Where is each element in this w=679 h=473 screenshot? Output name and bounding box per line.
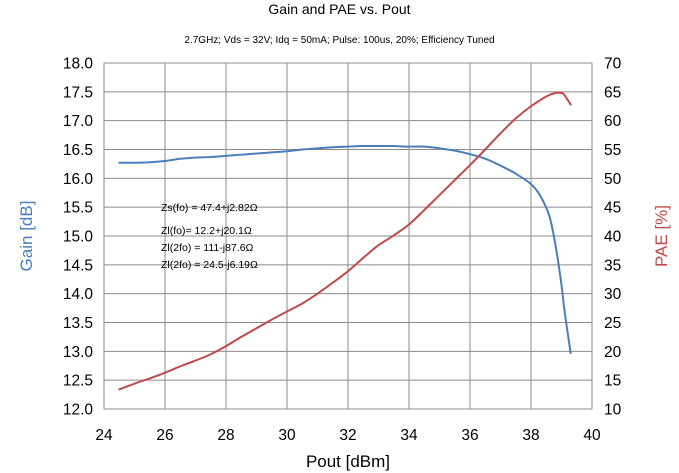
y-right-tick-label: 40	[604, 229, 622, 246]
x-tick-label: 28	[217, 427, 234, 444]
x-tick-label: 30	[278, 427, 296, 444]
y-left-tick-label: 13.0	[63, 344, 94, 361]
y-left-tick-label: 17.0	[63, 113, 94, 130]
x-tick-label: 38	[522, 427, 539, 444]
y-right-tick-label: 55	[604, 142, 621, 159]
x-tick-label: 34	[400, 427, 418, 444]
y-right-tick-label: 25	[604, 315, 621, 332]
y-right-tick-label: 15	[604, 373, 621, 390]
y-right-tick-label: 50	[604, 171, 622, 188]
x-axis-label: Pout [dBm]	[306, 452, 390, 471]
y-left-tick-label: 14.5	[63, 257, 93, 274]
chart-subtitle: 2.7GHz; Vds = 32V; Idq = 50mA; Pulse: 10…	[184, 35, 494, 46]
annotation-zl-fo: Zl(fo)= 12.2+j20.1Ω	[161, 225, 252, 237]
y-left-tick-label: 14.0	[63, 286, 94, 303]
y-left-tick-label: 18.0	[63, 56, 94, 73]
y-axis-right-label: PAE [%]	[652, 205, 671, 267]
x-tick-label: 26	[156, 427, 173, 444]
y-left-tick-label: 15.5	[63, 200, 93, 217]
y-left-tick-label: 13.5	[63, 315, 93, 332]
x-tick-label: 24	[95, 427, 113, 444]
y-right-tick-label: 30	[604, 286, 622, 303]
y-left-tick-label: 12.5	[63, 373, 93, 390]
y-left-tick-label: 16.5	[63, 142, 93, 159]
annotation-zs-fo: Zs(fo) = 47.4+j2.82Ω	[161, 202, 258, 214]
tick-labels: 24 26 28 30 32 34 36 38 40 12.0 12.5 13.0 13.5 14.0 14…	[63, 56, 622, 445]
y-right-tick-label: 60	[604, 113, 622, 130]
y-axis-left-label: Gain [dB]	[17, 201, 36, 272]
y-left-tick-label: 12.0	[63, 402, 94, 419]
y-left-tick-label: 17.5	[63, 84, 93, 101]
impedance-annotations: Zs(fo) = 47.4+j2.82Ω Zl(fo)= 12.2+j20.1Ω…	[161, 202, 258, 271]
gain-series-line	[118, 144, 572, 355]
x-tick-label: 32	[339, 427, 356, 444]
y-right-tick-label: 65	[604, 84, 621, 101]
y-right-tick-label: 20	[604, 344, 622, 361]
plot-frame	[103, 62, 593, 410]
annotation-zl-2fo-a: Zl(2fo) = 111-j87.6Ω	[161, 242, 254, 254]
y-left-tick-label: 16.0	[63, 171, 94, 188]
pae-series-line	[118, 91, 572, 391]
x-tick-label: 36	[461, 427, 478, 444]
y-right-tick-label: 45	[604, 200, 621, 217]
annotation-zl-2fo-b: Zl(2fo) = 24.5-j6.19Ω	[161, 259, 258, 271]
series-layer	[118, 91, 572, 391]
y-right-tick-label: 10	[604, 402, 622, 419]
chart-title: Gain and PAE vs. Pout	[268, 1, 410, 17]
y-right-tick-label: 70	[604, 56, 622, 73]
y-left-tick-label: 15.0	[63, 229, 94, 246]
x-tick-label: 40	[583, 427, 601, 444]
y-right-tick-label: 35	[604, 257, 621, 274]
